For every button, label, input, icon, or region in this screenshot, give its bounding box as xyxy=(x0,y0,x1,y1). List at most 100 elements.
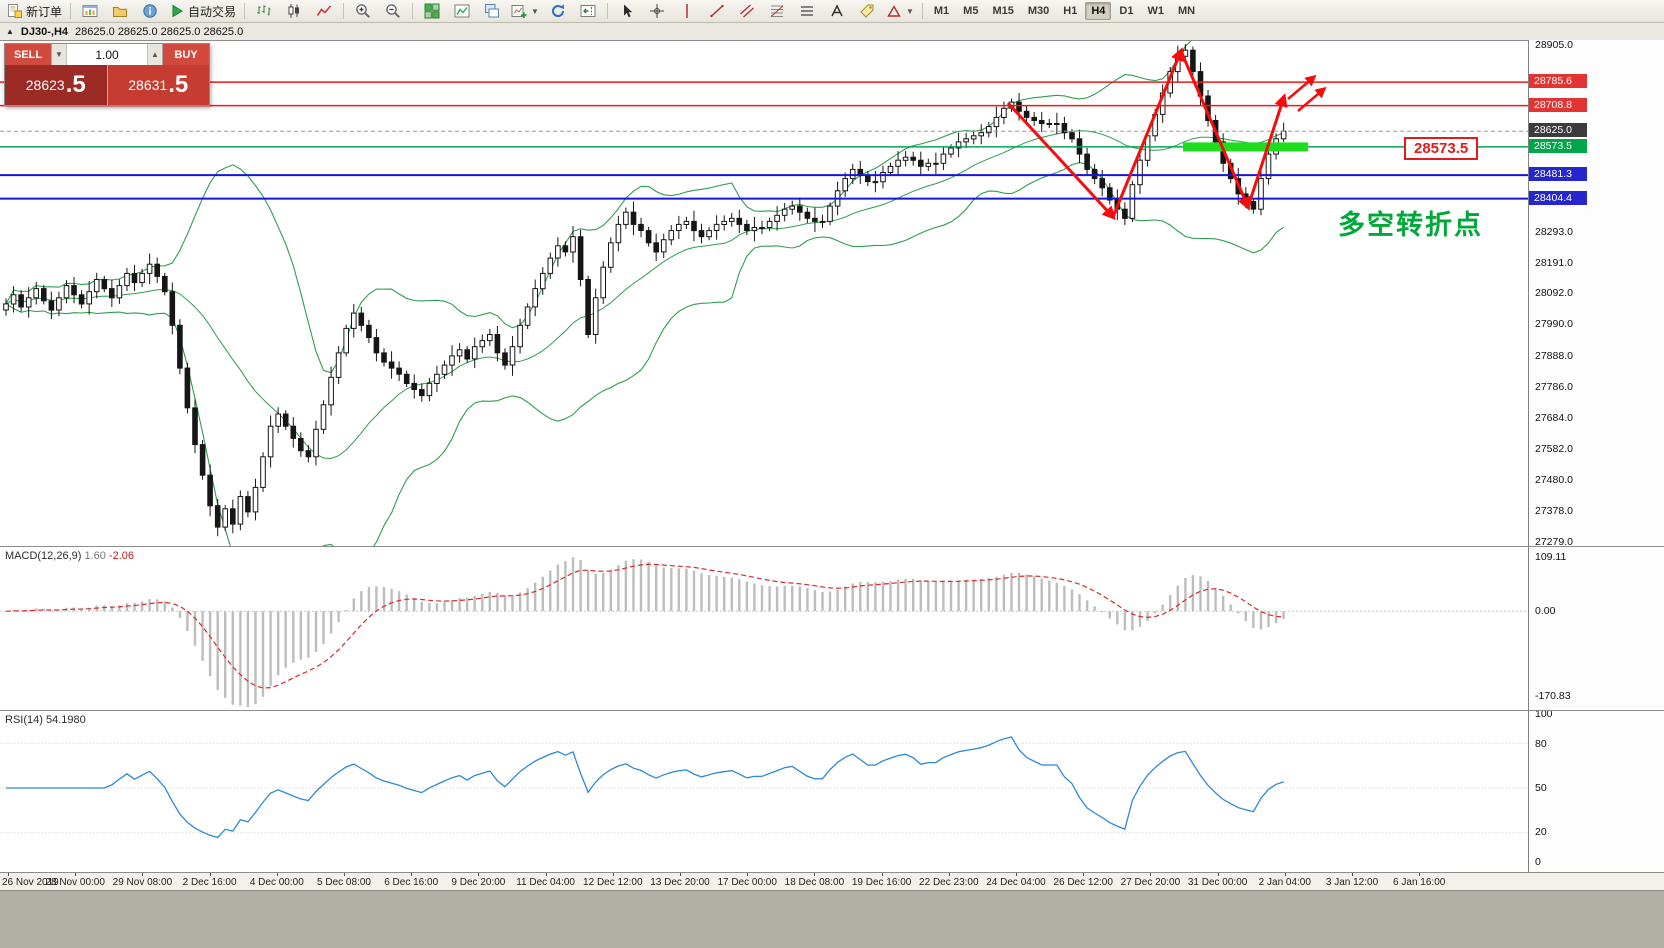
price-tag-28625.0: 28625.0 xyxy=(1529,123,1587,138)
chart-collapse-icon[interactable]: ▲ xyxy=(6,27,14,36)
time-axis-label: 28 Nov 00:00 xyxy=(45,877,105,888)
timeframe-m15-button[interactable]: M15 xyxy=(992,5,1014,17)
macd-main-value: 1.60 xyxy=(84,550,106,562)
time-tick xyxy=(8,873,9,876)
horizontal-lines-tool-button[interactable] xyxy=(792,0,822,22)
price-chart-panel[interactable]: SELL ▼ 1.00 ▲ BUY 28623.5 28631.5 多空转折点 … xyxy=(0,40,1528,547)
vertical-line-tool-button[interactable] xyxy=(672,0,702,22)
volume-value[interactable]: 1.00 xyxy=(95,47,119,62)
new-chart-button[interactable]: ▼ xyxy=(507,0,543,22)
time-tick xyxy=(1217,873,1219,876)
crosshair-tool-button[interactable] xyxy=(642,0,672,22)
zoom-out-button[interactable] xyxy=(378,0,408,22)
rsi-panel[interactable]: RSI(14) 54.1980 xyxy=(0,711,1528,872)
buy-price-frac: .5 xyxy=(168,71,189,98)
price-callout[interactable]: 28573.5 xyxy=(1404,137,1479,160)
toolbar-separator xyxy=(244,3,246,19)
line-chart-mode-button[interactable] xyxy=(309,0,339,22)
macd-axis-label: -170.83 xyxy=(1535,689,1571,702)
timeframe-m1-button[interactable]: M1 xyxy=(933,5,950,17)
new-order-icon xyxy=(8,4,22,18)
candlestick-chart[interactable] xyxy=(0,41,1528,547)
time-axis-label: 2 Jan 04:00 xyxy=(1258,877,1311,888)
volume-up-button[interactable]: ▲ xyxy=(147,44,162,65)
charts-button[interactable] xyxy=(75,0,105,22)
timeframe-mn-button[interactable]: MN xyxy=(1177,5,1196,17)
panel-separator[interactable] xyxy=(0,710,1664,711)
rsi-header: RSI(14) 54.1980 xyxy=(5,714,86,726)
trendline-tool-button[interactable] xyxy=(702,0,732,22)
shapes-tool-button[interactable]: ▼ xyxy=(882,0,918,22)
rsi-axis-label: 100 xyxy=(1535,708,1553,720)
macd-axis-label: 109.11 xyxy=(1535,551,1567,564)
timeframe-h4-button[interactable]: H4 xyxy=(1085,2,1112,20)
price-axis-label: 27888.0 xyxy=(1535,349,1573,362)
sell-price-display[interactable]: 28623.5 xyxy=(5,65,107,105)
time-axis-label: 6 Dec 16:00 xyxy=(384,877,439,888)
buy-price-display[interactable]: 28631.5 xyxy=(106,65,209,105)
tile-windows-button[interactable] xyxy=(417,0,447,22)
fibo-icon xyxy=(770,5,784,17)
panel-separator[interactable] xyxy=(0,546,1664,547)
price-axis-label: 27990.0 xyxy=(1535,318,1573,331)
volume-field[interactable]: ▼ 1.00 ▲ xyxy=(51,44,163,65)
timeframe-w1-button[interactable]: W1 xyxy=(1147,5,1164,17)
shapes-icon xyxy=(887,5,901,17)
channel-tool-button[interactable] xyxy=(732,0,762,22)
timeframe-m5-button[interactable]: M5 xyxy=(963,5,979,17)
cursor-tool-button[interactable] xyxy=(612,0,642,22)
timeframe-d1-button[interactable]: D1 xyxy=(1119,5,1134,17)
rsi-line-chart xyxy=(0,736,1528,839)
time-tick xyxy=(1083,873,1085,876)
arrange-windows-button[interactable] xyxy=(477,0,507,22)
timeframe-m30-button[interactable]: M30 xyxy=(1027,5,1050,17)
label-tool-button[interactable] xyxy=(852,0,882,22)
toolbar: 新订单 自动交易 ▼ ▼ M1 M5 M15 M30 H1 H4 D1 W1 MN xyxy=(0,0,1664,23)
time-axis-label: 31 Dec 00:00 xyxy=(1187,877,1248,888)
zoom-in-button[interactable] xyxy=(348,0,378,22)
time-tick xyxy=(747,873,749,876)
line-icon xyxy=(316,5,332,16)
turning-point-annotation[interactable]: 多空转折点 xyxy=(1338,210,1483,240)
fibonacci-tool-button[interactable] xyxy=(762,0,792,22)
timeframe-h1-button[interactable]: H1 xyxy=(1063,5,1078,17)
new-order-button[interactable]: 新订单 xyxy=(3,0,66,22)
rsi-axis-label: 0 xyxy=(1535,856,1541,868)
macd-panel[interactable]: MACD(12,26,9) 1.60 -2.06 xyxy=(0,547,1528,710)
new-chart-icon xyxy=(511,5,527,18)
time-tick xyxy=(612,873,614,876)
macd-label: MACD(12,26,9) xyxy=(5,550,82,562)
time-tick xyxy=(881,873,883,876)
buy-button[interactable]: BUY xyxy=(163,44,209,65)
bar-chart-mode-button[interactable] xyxy=(249,0,279,22)
price-axis-label: 27786.0 xyxy=(1535,380,1573,393)
new-order-label: 新订单 xyxy=(26,4,63,19)
autotrading-button[interactable]: 自动交易 xyxy=(165,0,240,22)
one-click-trading-panel: SELL ▼ 1.00 ▲ BUY 28623.5 28631.5 xyxy=(4,43,210,106)
price-scale[interactable]: 28905.0 28293.0 28191.0 28092.0 27990.0 27888… xyxy=(1528,39,1664,872)
time-axis-label: 5 Dec 08:00 xyxy=(317,877,371,888)
alerts-button[interactable] xyxy=(135,0,165,22)
volume-down-button[interactable]: ▼ xyxy=(52,44,67,65)
rsi-label: RSI(14) xyxy=(5,714,43,726)
sell-button[interactable]: SELL xyxy=(5,44,51,65)
time-tick xyxy=(1284,873,1286,876)
indicators-list-button[interactable] xyxy=(447,0,477,22)
hgrid-icon xyxy=(800,6,813,16)
candle-chart-mode-button[interactable] xyxy=(279,0,309,22)
time-tick xyxy=(814,873,816,876)
window-bottom-strip xyxy=(0,890,1664,948)
profiles-button[interactable] xyxy=(105,0,135,22)
channel-icon xyxy=(740,4,754,18)
toolbar-separator xyxy=(343,3,345,19)
time-tick xyxy=(1419,873,1421,876)
time-axis-label: 27 Dec 20:00 xyxy=(1120,877,1181,888)
text-tool-button[interactable] xyxy=(822,0,852,22)
chart-shift-button[interactable] xyxy=(573,0,603,22)
profiles-icon xyxy=(113,7,128,17)
profile-cycle-button[interactable] xyxy=(543,0,573,22)
dropdown-caret-icon[interactable]: ▼ xyxy=(531,6,539,16)
text-icon xyxy=(831,4,843,17)
dropdown-caret-icon[interactable]: ▼ xyxy=(905,6,914,16)
time-scale[interactable]: 26 Nov 2019 28 Nov 00:00 29 Nov 08:00 2 Dec… xyxy=(0,872,1664,890)
